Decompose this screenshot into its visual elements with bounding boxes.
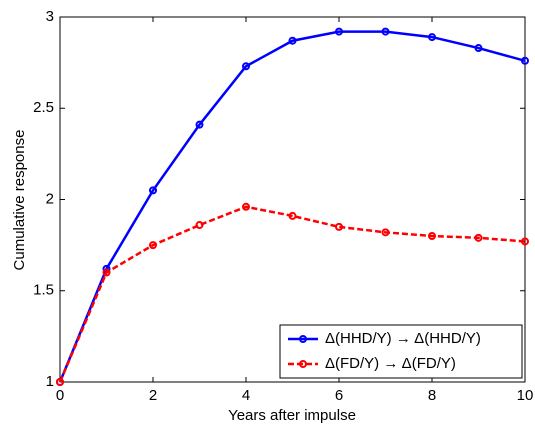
legend-marker — [299, 335, 307, 343]
data-point — [195, 120, 204, 129]
series-line — [58, 205, 526, 383]
data-point — [56, 378, 64, 386]
legend-label: Δ(HHD/Y) → Δ(HHD/Y) — [325, 330, 481, 347]
x-tick-label: 4 — [242, 387, 250, 404]
x-tick-label: 10 — [517, 387, 534, 404]
data-point — [102, 268, 111, 277]
x-tick-label: 8 — [428, 387, 436, 404]
data-point — [428, 33, 436, 42]
data-point — [474, 233, 483, 242]
y-tick-label: 2.5 — [33, 99, 54, 116]
data-point — [474, 44, 483, 53]
data-point — [381, 228, 390, 237]
plot-frame — [59, 16, 526, 383]
x-axis-label: Years after impulse — [228, 407, 356, 424]
x-tick-label: 2 — [149, 387, 157, 404]
data-point — [335, 27, 343, 36]
data-point — [149, 241, 157, 250]
y-tick-label: 2 — [46, 190, 54, 207]
data-point — [288, 36, 297, 45]
series-line — [58, 30, 526, 383]
data-point — [242, 62, 250, 71]
data-point — [381, 27, 390, 36]
data-point — [521, 56, 529, 65]
legend-box — [279, 324, 523, 379]
data-point — [242, 202, 250, 211]
data-point — [335, 222, 343, 231]
legend-marker — [299, 360, 307, 368]
x-tick-label: 6 — [335, 387, 343, 404]
legend-label: Δ(FD/Y) → Δ(FD/Y) — [325, 355, 456, 372]
data-point — [428, 232, 436, 240]
data-point — [288, 211, 297, 220]
y-tick-label: 3 — [46, 8, 54, 25]
y-tick-label: 1 — [46, 373, 54, 390]
y-tick-label: 1.5 — [33, 282, 54, 299]
y-axis-label: Cumulative response — [11, 130, 28, 271]
x-tick-label: 0 — [56, 387, 64, 404]
data-point — [149, 186, 157, 195]
data-point — [195, 221, 204, 230]
data-point — [521, 237, 529, 246]
